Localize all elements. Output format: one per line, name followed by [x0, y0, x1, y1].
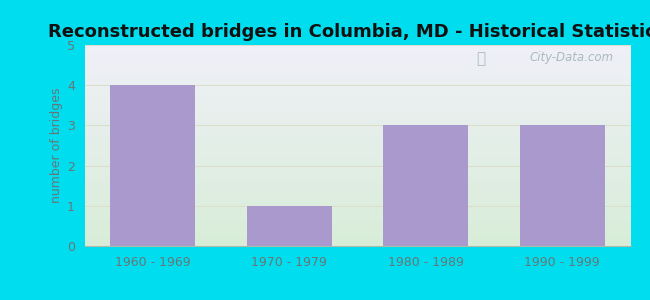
Title: Reconstructed bridges in Columbia, MD - Historical Statistics: Reconstructed bridges in Columbia, MD - …: [48, 23, 650, 41]
Text: City-Data.com: City-Data.com: [530, 51, 614, 64]
Bar: [384, 125, 468, 246]
Text: ⌕: ⌕: [476, 51, 486, 66]
Bar: [520, 125, 604, 246]
Y-axis label: number of bridges: number of bridges: [49, 88, 62, 203]
Bar: [111, 85, 195, 246]
Bar: [247, 206, 332, 246]
